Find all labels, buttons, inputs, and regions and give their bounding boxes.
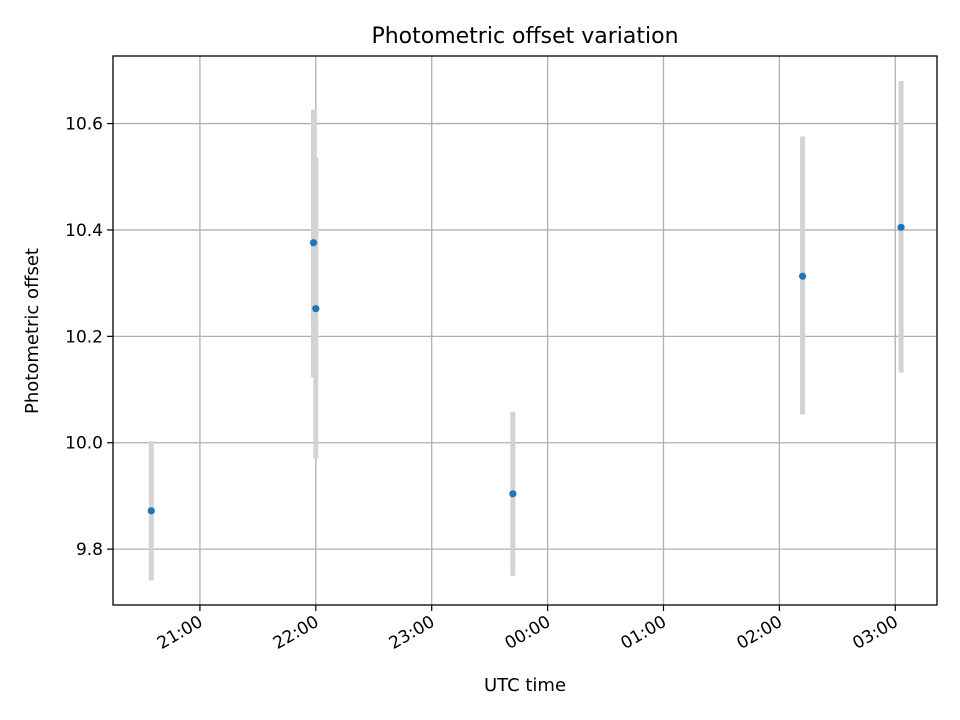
- x-tick-label: 01:00: [618, 612, 670, 654]
- y-tick-label: 10.2: [65, 327, 103, 347]
- x-tick-label: 22:00: [270, 612, 322, 654]
- y-axis-label: Photometric offset: [22, 248, 43, 414]
- errorbar-layer: [148, 81, 904, 581]
- x-tick-label: 21:00: [154, 612, 206, 654]
- data-point: [147, 507, 155, 515]
- x-tick-label: 23:00: [386, 612, 438, 654]
- y-tick-label: 9.8: [76, 540, 103, 560]
- plot-frame: [112, 55, 938, 606]
- data-point: [897, 223, 905, 231]
- y-tick-label: 10.4: [65, 221, 103, 241]
- point-layer: [147, 223, 905, 515]
- grid-layer: [113, 56, 937, 605]
- x-tick-label: 02:00: [733, 612, 785, 654]
- y-axis: 9.8 10.0 10.2 10.4 10.6: [65, 115, 113, 560]
- y-tick-label: 10.0: [65, 434, 103, 454]
- x-tick-label: 03:00: [849, 612, 901, 654]
- data-point: [309, 239, 318, 247]
- data-point: [798, 272, 807, 280]
- y-tick-label: 10.6: [65, 115, 103, 135]
- x-axis: 21:00 22:00 23:00 00:00 01:00 02:00 03:00: [154, 605, 902, 654]
- x-axis-label: UTC time: [484, 675, 566, 696]
- data-point: [312, 305, 320, 313]
- x-tick-label: 00:00: [502, 612, 554, 654]
- chart-title: Photometric offset variation: [371, 24, 678, 49]
- data-point: [509, 490, 517, 498]
